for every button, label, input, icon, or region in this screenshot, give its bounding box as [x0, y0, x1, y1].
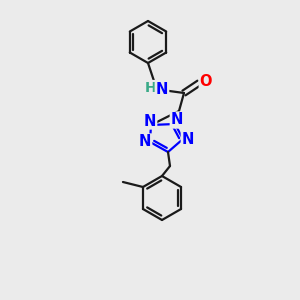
Text: O: O [200, 74, 212, 89]
Text: N: N [182, 131, 194, 146]
Text: N: N [171, 112, 183, 128]
Text: H: H [145, 81, 157, 95]
Text: N: N [156, 82, 168, 98]
Text: N: N [144, 113, 156, 128]
Text: N: N [139, 134, 151, 149]
